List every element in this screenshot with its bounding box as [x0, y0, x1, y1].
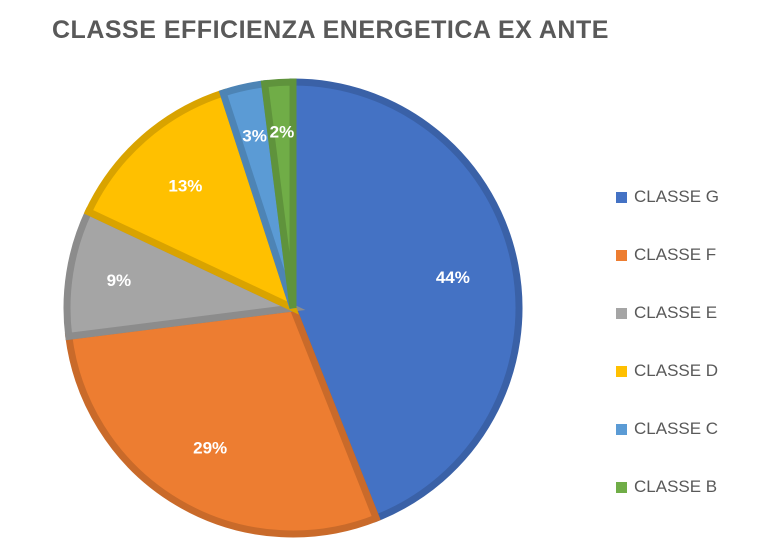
legend-item-classe-c: CLASSE C	[616, 400, 719, 458]
data-label-classe-f: 29%	[193, 439, 227, 458]
data-label-classe-d: 13%	[168, 176, 202, 195]
legend: CLASSE G CLASSE F CLASSE E CLASSE D CLASSE C…	[616, 168, 719, 516]
pie-data-labels: 44% 29% 9% 13% 3% 2%	[107, 123, 470, 458]
pie-slice-classe-b	[260, 78, 297, 309]
legend-label: CLASSE C	[634, 419, 719, 438]
legend-swatch	[616, 423, 627, 435]
legend-swatch	[616, 249, 627, 261]
data-label-classe-b: 2%	[270, 123, 295, 142]
pie-slice-classe-d	[83, 88, 299, 315]
legend-label: CLASSE D	[634, 361, 719, 380]
legend-item-classe-f: CLASSE F	[616, 226, 719, 284]
legend-swatch	[616, 481, 627, 493]
pie-slice-classe-e	[63, 207, 306, 341]
legend-label: CLASSE F	[634, 245, 717, 264]
legend-item-classe-b: CLASSE B	[616, 458, 719, 516]
legend-item-classe-g: CLASSE G	[616, 168, 719, 226]
legend-swatch	[616, 365, 627, 377]
legend-label: CLASSE G	[634, 187, 720, 206]
legend-item-classe-e: CLASSE E	[616, 284, 719, 342]
data-label-classe-g: 44%	[436, 268, 470, 287]
pie-slice-classe-f	[64, 304, 381, 538]
chart-title: CLASSE EFFICIENZA ENERGETICA EX ANTE	[52, 16, 609, 44]
pie-slices	[63, 78, 523, 538]
pie-slice-classe-g	[289, 78, 523, 523]
legend-label: CLASSE B	[634, 477, 718, 496]
legend-label: CLASSE E	[634, 303, 718, 322]
legend-swatch	[616, 191, 627, 203]
legend-item-classe-d: CLASSE D	[616, 342, 719, 400]
legend-swatch	[616, 307, 627, 319]
data-label-classe-e: 9%	[107, 271, 132, 290]
data-label-classe-c: 3%	[242, 126, 267, 145]
